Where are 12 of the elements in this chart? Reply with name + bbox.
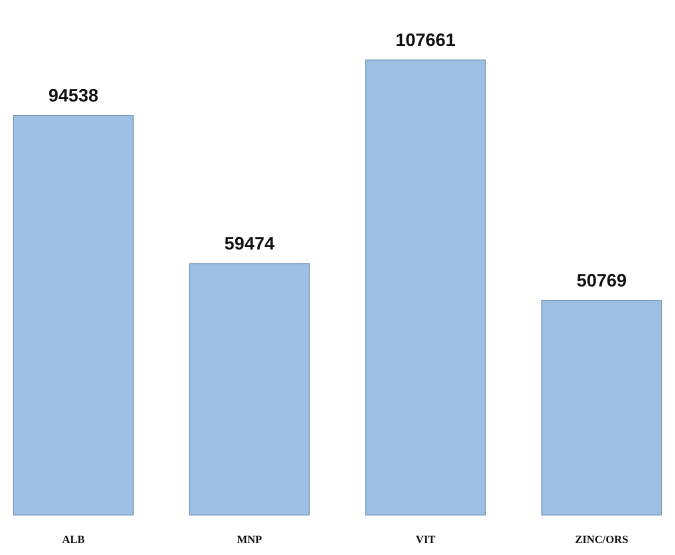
data-label: 107661 [396,30,456,50]
x-tick-label: VIT [416,534,436,546]
x-tick-label: ZINC/ORS [575,534,628,546]
data-label: 50769 [576,270,627,290]
bar [541,300,662,516]
data-label: 59474 [224,234,274,254]
bar [365,60,486,516]
x-tick-label: MNP [236,534,262,546]
bar [189,263,310,516]
data-label: 94538 [48,85,98,106]
bar [13,114,134,516]
x-tick-label: ALB [62,534,86,546]
